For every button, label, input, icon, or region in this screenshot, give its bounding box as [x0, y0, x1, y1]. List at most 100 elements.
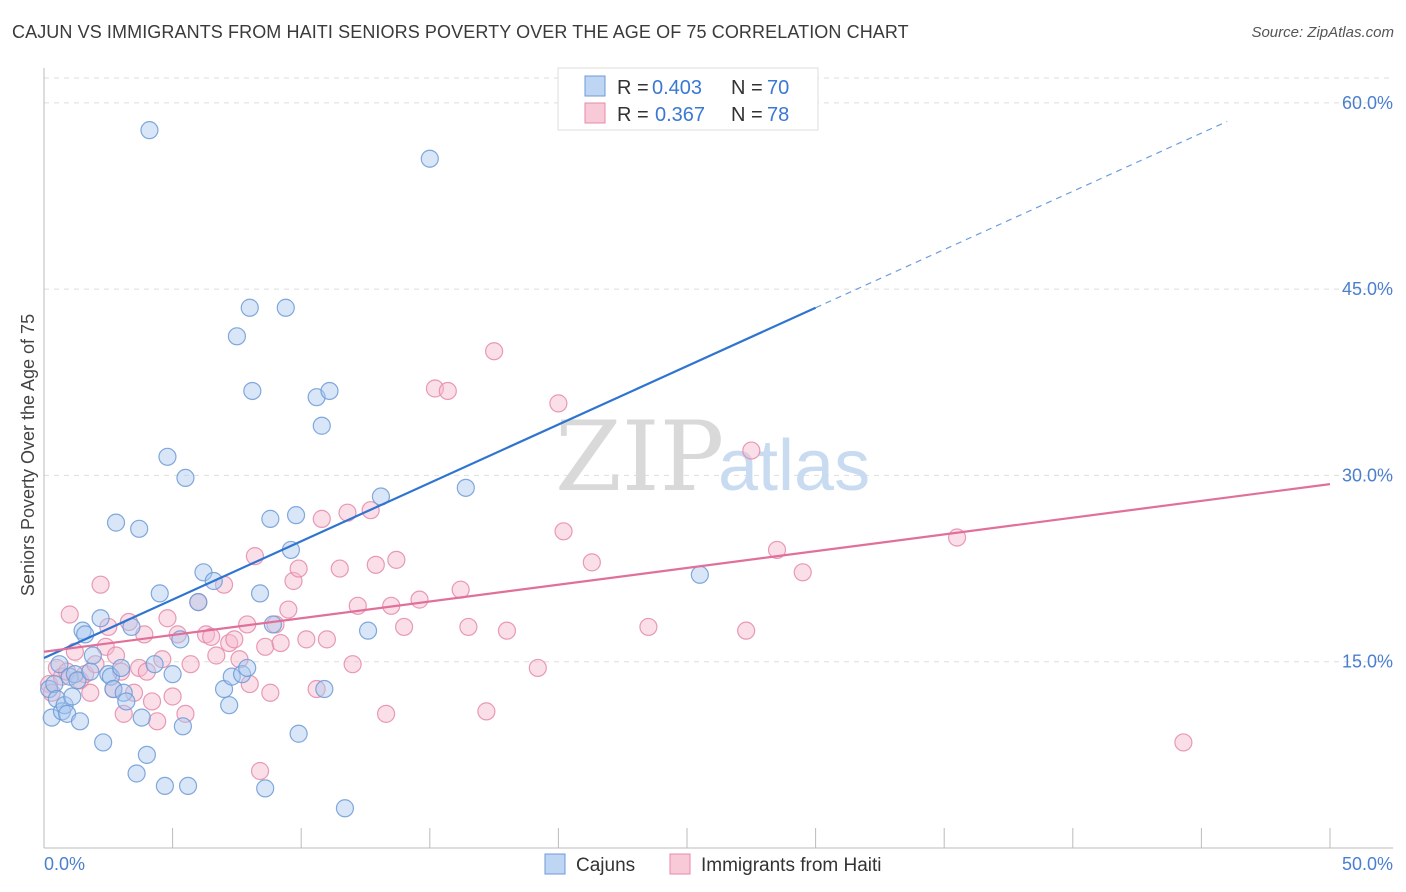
y-tick-label-0: 15.0%	[1342, 652, 1393, 672]
cajun-trend-extension	[815, 120, 1228, 309]
haiti-trend-line	[43, 483, 1331, 653]
cajun-point-52	[250, 584, 270, 603]
cajun-point-36	[163, 665, 182, 684]
haiti-point-63	[394, 617, 414, 637]
cajun-point-25	[117, 692, 136, 711]
haiti-point-34	[207, 646, 226, 665]
cajun-point-16	[83, 646, 102, 665]
grid-lines	[44, 77, 1393, 663]
cajun-point-22	[106, 513, 126, 532]
legend: R = 0.403 N = 70 R = 0.367 N = 78	[557, 67, 819, 131]
cajun-point-40	[178, 776, 198, 796]
haiti-point-74	[554, 522, 573, 541]
cajun-point-2	[45, 674, 64, 694]
legend-r-value-haiti: 0.367	[655, 104, 705, 126]
haiti-point-52	[312, 509, 331, 528]
haiti-point-56	[343, 655, 362, 674]
cajun-point-51	[243, 381, 262, 401]
cajun-point-59	[289, 724, 308, 743]
legend-r-value-cajun: 0.403	[652, 77, 702, 99]
cajun-point-0	[40, 679, 59, 699]
cajun-point-21	[104, 679, 123, 699]
haiti-point-69	[477, 702, 496, 721]
haiti-point-9	[81, 683, 100, 702]
cajun-point-18	[94, 733, 113, 752]
bottom-legend-swatch-haiti	[669, 853, 691, 875]
haiti-point-76	[639, 617, 658, 637]
haiti-point-78	[742, 441, 761, 460]
cajun-point-50	[240, 298, 259, 317]
source-credit: Source: ZipAtlas.com	[1251, 24, 1394, 41]
chart-title: CAJUN VS IMMIGRANTS FROM HAITI SENIORS P…	[12, 22, 909, 42]
legend-swatch-cajun	[584, 75, 606, 97]
watermark-atlas: atlas	[718, 426, 870, 506]
haiti-point-77	[737, 621, 756, 640]
haiti-point-42	[250, 761, 270, 781]
y-tick-label-2: 45.0%	[1342, 279, 1393, 299]
haiti-point-51	[307, 679, 326, 699]
cajun-point-27	[127, 764, 146, 783]
cajun-point-1	[42, 708, 61, 727]
haiti-point-53	[317, 630, 337, 649]
cajun-point-62	[315, 679, 334, 699]
cajun-point-67	[420, 149, 439, 168]
bottom-legend-label-cajun: Cajuns	[576, 855, 635, 876]
haiti-point-49	[289, 559, 308, 578]
haiti-point-68	[459, 617, 478, 637]
cajun-point-55	[263, 615, 283, 634]
y-tick-label-3: 60.0%	[1342, 93, 1393, 113]
cajun-point-39	[176, 468, 195, 488]
cajun-point-15	[81, 662, 100, 681]
haiti-point-82	[1174, 733, 1193, 752]
haiti-point-33	[202, 627, 221, 646]
cajun-point-23	[112, 658, 131, 678]
haiti-point-46	[271, 633, 290, 653]
cajun-point-65	[358, 621, 378, 640]
bottom-legend-swatch-cajun	[544, 853, 566, 875]
cajun-point-34	[155, 776, 174, 796]
axes	[43, 68, 1393, 849]
x-tick-label-min: 0.0%	[44, 854, 85, 874]
legend-r-label-haiti: R =	[617, 104, 649, 126]
cajun-point-32	[145, 655, 164, 674]
cajun-point-17	[91, 609, 110, 628]
haiti-point-75	[582, 553, 601, 572]
legend-swatch-haiti	[584, 102, 606, 124]
cajun-point-68	[456, 478, 475, 497]
cajun-point-12	[70, 712, 90, 731]
cajun-point-69	[690, 565, 709, 584]
cajun-point-11	[68, 671, 87, 690]
haiti-point-27	[163, 687, 182, 706]
y-tick-labels: 15.0% 30.0% 45.0% 60.0%	[1342, 93, 1393, 672]
cajun-point-49	[238, 658, 257, 678]
haiti-point-59	[366, 555, 385, 574]
haiti-point-64	[410, 590, 429, 609]
cajun-point-38	[173, 717, 192, 736]
cajun-point-29	[132, 708, 151, 727]
cajun-point-4	[50, 655, 69, 674]
legend-n-label-cajun: N =	[731, 77, 763, 99]
cajun-point-33	[150, 584, 169, 603]
haiti-points	[40, 342, 1193, 781]
haiti-point-47	[279, 600, 298, 619]
watermark-zip: ZIP	[555, 401, 724, 513]
y-tick-label-1: 30.0%	[1342, 465, 1393, 485]
cajun-point-45	[220, 696, 239, 715]
cajun-trend-line	[43, 306, 817, 659]
haiti-point-50	[297, 630, 316, 649]
haiti-point-62	[387, 550, 406, 569]
haiti-point-43	[256, 637, 275, 656]
haiti-point-60	[376, 704, 396, 723]
haiti-point-54	[330, 559, 349, 578]
cajun-point-47	[227, 327, 246, 346]
haiti-point-23	[142, 692, 162, 711]
haiti-point-44	[261, 683, 280, 702]
haiti-point-73	[549, 394, 568, 413]
legend-n-value-cajun: 70	[767, 77, 789, 99]
haiti-point-24	[148, 712, 167, 731]
x-tick-label-max: 50.0%	[1342, 854, 1393, 874]
bottom-legend: Cajuns Immigrants from Haiti	[544, 853, 882, 876]
haiti-point-5	[60, 605, 79, 624]
legend-n-label-haiti: N =	[731, 104, 763, 126]
